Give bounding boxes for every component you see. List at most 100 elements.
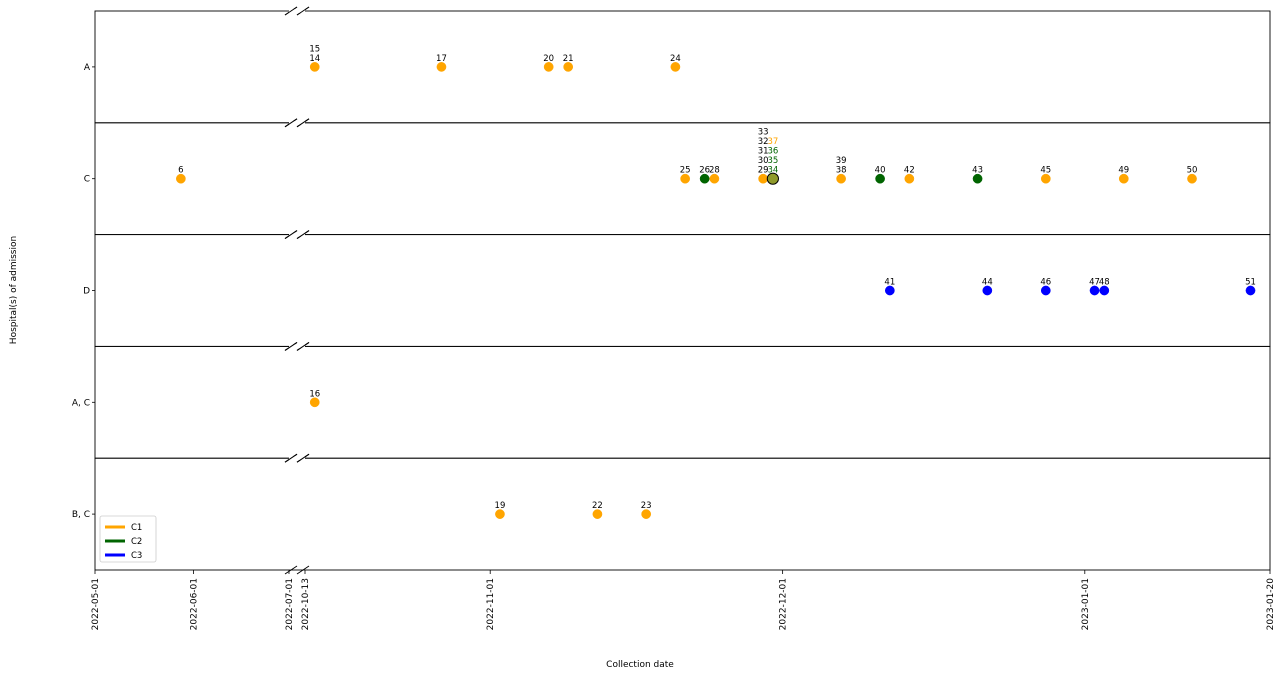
point-label: 28 [709,166,720,176]
x-tick-label: 2022-12-01 [779,578,789,630]
point-label: 50 [1187,166,1198,176]
x-tick-label: 2022-05-01 [91,578,101,630]
data-point [884,285,895,296]
y-tick-label: D [83,287,90,297]
axis-break-gap [289,344,305,349]
data-point [543,62,554,72]
point-label: 17 [436,54,447,64]
axis-break-mark [284,6,298,16]
y-tick-label: B, C [72,510,90,520]
point-label: 40 [875,166,886,176]
data-points [176,62,1256,519]
point-label: 33 [758,127,769,137]
legend-label: C1 [131,523,142,533]
point-label: 41 [884,278,895,288]
data-point [699,173,710,184]
axis-break-gap [289,456,305,461]
point-label: 31 [758,147,769,157]
point-label: 39 [836,156,847,166]
point-label: 46 [1040,278,1051,288]
point-label: 6 [178,166,183,176]
data-point [972,173,983,184]
axis-break-gap [289,120,305,125]
data-point [904,173,915,184]
data-point [495,509,505,519]
point-label: 15 [309,44,320,54]
data-point [1187,173,1197,184]
y-tick-label: A, C [72,398,90,408]
point-label: 34 [767,166,778,176]
data-point [1118,173,1129,184]
data-point [1099,285,1110,296]
point-label: 44 [982,278,993,288]
point-label: 32 [758,137,769,147]
point-label: 51 [1245,278,1256,288]
axis-break-mark [296,341,310,351]
category-band [94,457,1271,571]
axis-break-mark [296,453,310,463]
x-tick-label: 2023-01-20 [1266,578,1276,631]
legend-label: C2 [131,537,142,547]
point-label: 36 [767,147,778,157]
point-label: 45 [1040,166,1051,176]
point-label: 47 [1089,278,1100,288]
category-bands: A C D A, C B, C [72,6,1271,575]
data-point [1040,285,1051,296]
point-label: 42 [904,166,915,176]
axis-break-mark [284,230,298,240]
axis-break-mark [296,118,310,128]
axis-break-mark [284,565,298,575]
point-label: 49 [1118,166,1129,176]
point-label: 16 [309,389,320,399]
data-point [176,173,186,184]
data-point [1089,285,1100,296]
data-point [875,173,885,184]
point-label: 23 [641,501,652,511]
point-label: 25 [680,166,691,176]
y-tick-label: A [84,63,91,73]
x-axis-title: Collection date [606,660,674,670]
axis-break-mark [284,118,298,128]
point-label: 19 [495,501,506,511]
point-label: 43 [972,166,983,176]
x-tick-label: 2022-11-01 [486,578,496,630]
data-point [1040,173,1051,184]
category-band [94,345,1271,459]
data-point [982,285,993,296]
data-point [680,173,691,184]
axis-break-mark [296,230,310,240]
data-point [670,62,681,72]
data-point [563,62,574,72]
data-point [592,509,603,519]
axis-break-gap [289,232,305,237]
data-point [436,62,447,72]
point-label: 24 [670,54,681,64]
x-ticks: 2022-05-01 2022-06-01 2022-07-01 2022-10-13… [91,570,1276,630]
data-point [1245,285,1256,296]
x-tick-label: 2022-06-01 [190,578,200,630]
data-point-overlap [766,172,779,185]
axis-break-mark [284,341,298,351]
point-label: 22 [592,501,603,511]
data-point [309,62,320,72]
x-tick-label: 2023-01-01 [1081,578,1091,630]
category-band [94,10,1271,124]
data-point [709,173,720,184]
point-label: 30 [758,156,769,166]
data-point [641,509,652,519]
legend-label: C3 [131,551,142,561]
point-label: 29 [758,166,769,176]
axis-break-mark [284,453,298,463]
axis-break-mark [296,6,310,16]
y-tick-label: C [84,175,90,185]
axis-break-gap [289,9,305,13]
point-label: 20 [543,54,554,64]
point-label: 26 [699,166,710,176]
point-label: 35 [767,156,778,166]
axis-break-mark [296,565,310,575]
point-label: 48 [1099,278,1110,288]
point-label: 37 [767,137,778,147]
y-axis-title: Hospital(s) of admission [9,236,19,344]
